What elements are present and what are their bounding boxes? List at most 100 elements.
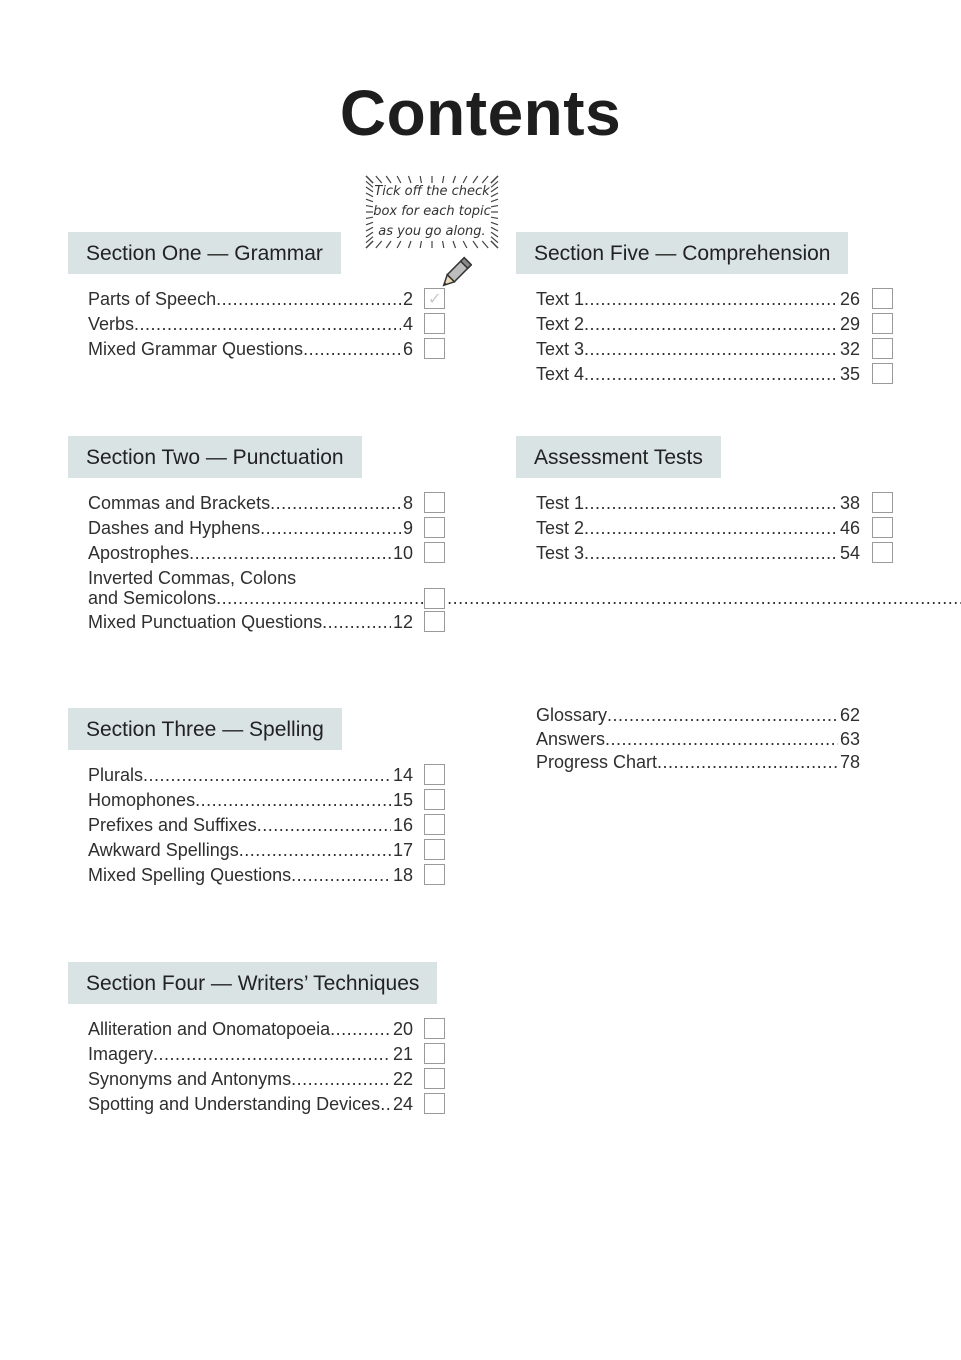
toc-section: Section Two — Punctuation Commas and Bra… <box>68 436 445 635</box>
item-label: Commas and Brackets <box>88 493 271 513</box>
item-label: Synonyms and Antonyms <box>88 1069 292 1089</box>
toc-item: Spotting and Understanding Devices 24 <box>88 1092 445 1117</box>
checkbox[interactable] <box>424 338 445 359</box>
checkbox[interactable] <box>424 864 445 885</box>
checkbox[interactable] <box>872 492 893 513</box>
toc-item: Text 3 32 <box>536 337 893 362</box>
checkbox[interactable] <box>424 517 445 538</box>
item-label-cont: and Semicolons <box>88 588 217 608</box>
checkbox[interactable] <box>872 288 893 309</box>
page-number: 2 <box>402 289 413 309</box>
toc-item: Glossary 62 <box>536 704 860 728</box>
page-number: 54 <box>839 543 860 563</box>
checkbox[interactable] <box>424 764 445 785</box>
checkbox[interactable] <box>424 313 445 334</box>
tick-note: Tick off the check box for each topic as… <box>360 172 504 252</box>
item-label: Inverted Commas, Colons <box>88 568 297 588</box>
checkbox[interactable] <box>424 588 445 609</box>
checkbox[interactable] <box>424 789 445 810</box>
checkbox[interactable] <box>872 313 893 334</box>
toc-item: Awkward Spellings 17 <box>88 838 445 863</box>
checkbox[interactable]: ✓ <box>424 288 445 309</box>
item-label: Text 2 <box>536 314 585 334</box>
section-header: Section Two — Punctuation <box>68 436 362 478</box>
item-label: Test 3 <box>536 543 585 563</box>
toc-section: Section One — Grammar Parts of Speech 2 ✓… <box>68 232 445 362</box>
checkbox[interactable] <box>872 542 893 563</box>
page-number: 9 <box>402 518 413 538</box>
checkbox[interactable] <box>424 839 445 860</box>
toc-item: Test 3 54 <box>536 541 893 566</box>
page-number: 20 <box>392 1019 413 1039</box>
toc-item: Text 1 26 <box>536 287 893 312</box>
checkbox[interactable] <box>424 1093 445 1114</box>
tick-icon: ✓ <box>428 291 442 308</box>
item-label: Answers <box>536 728 606 749</box>
toc-item: Mixed Grammar Questions 6 <box>88 337 445 362</box>
checkbox[interactable] <box>872 338 893 359</box>
page-number: 24 <box>392 1094 413 1114</box>
section-header: Section Four — Writers’ Techniques <box>68 962 438 1004</box>
item-label: Test 1 <box>536 493 585 513</box>
checkbox[interactable] <box>424 611 445 632</box>
page-number: 17 <box>392 840 413 860</box>
toc-item: Homophones 15 <box>88 788 445 813</box>
item-label: Dashes and Hyphens <box>88 518 261 538</box>
item-label: Mixed Grammar Questions <box>88 339 304 359</box>
toc-section: Section Three — Spelling Plurals 14 Homop… <box>68 708 445 888</box>
toc-item: Text 4 35 <box>536 362 893 387</box>
note-line: as you go along. <box>378 224 486 239</box>
toc-item: Mixed Punctuation Questions 12 <box>88 610 445 635</box>
page-number: 6 <box>402 339 413 359</box>
toc-item: Text 2 29 <box>536 312 893 337</box>
checkbox[interactable] <box>424 542 445 563</box>
checkbox[interactable] <box>424 1068 445 1089</box>
item-label: Plurals <box>88 765 144 785</box>
item-label: Spotting and Understanding Devices <box>88 1094 381 1114</box>
page-number: 4 <box>402 314 413 334</box>
item-label: Homophones <box>88 790 196 810</box>
toc-item: Answers 63 <box>536 728 860 752</box>
toc-item: Test 2 46 <box>536 516 893 541</box>
item-label: Awkward Spellings <box>88 840 239 860</box>
note-line: box for each topic <box>373 204 491 219</box>
toc-section: Section Five — Comprehension Text 1 26 Te… <box>516 232 893 387</box>
item-label: Mixed Spelling Questions <box>88 865 292 885</box>
item-label: Alliteration and Onomatopoeia <box>88 1019 331 1039</box>
page-number: 21 <box>392 1044 413 1064</box>
item-label: Text 3 <box>536 339 585 359</box>
checkbox[interactable] <box>424 814 445 835</box>
page-number: 18 <box>392 865 413 885</box>
toc-item: Parts of Speech 2 ✓ <box>88 287 445 312</box>
toc-item: Imagery 21 <box>88 1042 445 1067</box>
toc-item: Test 1 38 <box>536 491 893 516</box>
page-number: 12 <box>392 612 413 632</box>
item-label: Imagery <box>88 1044 154 1064</box>
item-label: Text 1 <box>536 289 585 309</box>
checkbox[interactable] <box>872 363 893 384</box>
toc-item: Mixed Spelling Questions 18 <box>88 863 445 888</box>
toc-item: Apostrophes 10 <box>88 541 445 566</box>
toc-section: Assessment Tests Test 1 38 Test 2 46 Test … <box>516 436 893 566</box>
item-label: Prefixes and Suffixes <box>88 815 257 835</box>
toc-item: Commas and Brackets 8 <box>88 491 445 516</box>
section-header: Section One — Grammar <box>68 232 341 274</box>
toc-item: Plurals 14 <box>88 763 445 788</box>
checkbox[interactable] <box>424 1018 445 1039</box>
toc-item: Synonyms and Antonyms 22 <box>88 1067 445 1092</box>
note-line: Tick off the check <box>374 184 490 199</box>
item-label: Mixed Punctuation Questions <box>88 612 323 632</box>
page-number: 78 <box>839 752 860 772</box>
page-number: 32 <box>839 339 860 359</box>
item-label: Parts of Speech <box>88 289 217 309</box>
page-number: 8 <box>402 493 413 513</box>
page-number: 38 <box>839 493 860 513</box>
checkbox[interactable] <box>424 1043 445 1064</box>
burst-border-icon <box>365 175 499 249</box>
checkbox[interactable] <box>424 492 445 513</box>
item-label: Verbs <box>88 314 135 334</box>
section-header: Section Three — Spelling <box>68 708 342 750</box>
checkbox[interactable] <box>872 517 893 538</box>
